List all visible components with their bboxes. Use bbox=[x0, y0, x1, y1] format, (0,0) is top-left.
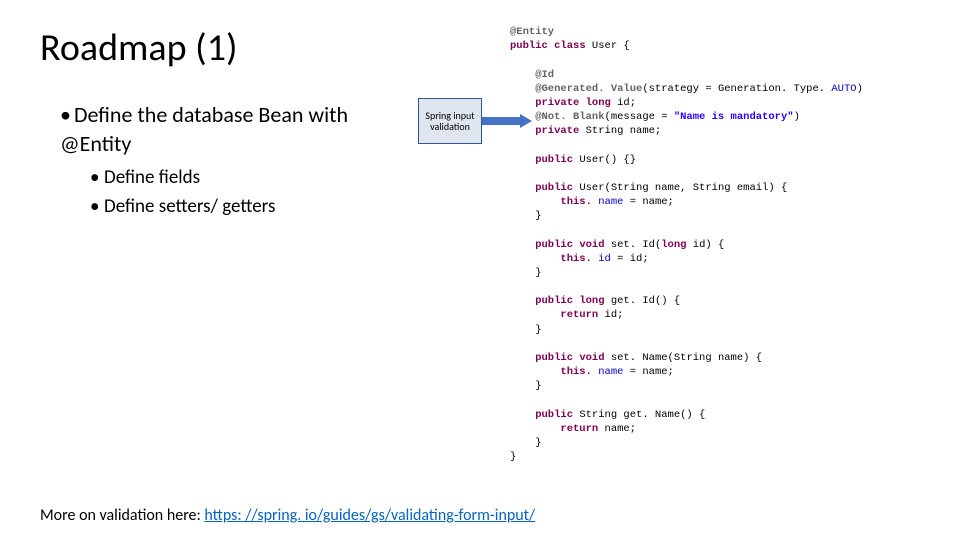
code-field: name bbox=[598, 366, 623, 378]
code-text: set. Id( bbox=[605, 239, 662, 251]
bullet-sub-text: Define fields bbox=[104, 166, 200, 189]
code-text: name; bbox=[598, 423, 636, 435]
code-keyword: public bbox=[510, 295, 573, 307]
code-text: id; bbox=[611, 97, 636, 109]
code-annotation: @Id bbox=[510, 69, 554, 81]
code-text: (message = bbox=[605, 111, 674, 123]
code-text: (strategy = Generation. Type. bbox=[642, 83, 831, 95]
code-annotation: @Not. Blank bbox=[510, 111, 605, 123]
code-text: ) bbox=[857, 83, 863, 95]
code-keyword: public bbox=[510, 239, 573, 251]
code-field: id bbox=[598, 253, 611, 265]
code-keyword: class bbox=[548, 40, 586, 52]
footer-link[interactable]: https: //spring. io/guides/gs/validating… bbox=[204, 506, 535, 525]
code-keyword: long bbox=[579, 97, 611, 109]
code-text: set. Name(String name) { bbox=[605, 352, 763, 364]
code-text: = name; bbox=[623, 196, 673, 208]
code-keyword: private bbox=[510, 125, 579, 137]
code-text: ) bbox=[794, 111, 800, 123]
bullet-marker: • bbox=[90, 166, 104, 191]
callout-box: Spring input validation bbox=[418, 98, 482, 144]
bullet-marker: • bbox=[60, 101, 74, 130]
code-keyword: void bbox=[573, 239, 605, 251]
footer-prefix: More on validation here: bbox=[40, 506, 204, 525]
code-block: @Entity public class User { @Id @Generat… bbox=[510, 25, 863, 464]
code-text: } bbox=[510, 267, 542, 279]
code-keyword: public bbox=[510, 182, 573, 194]
code-text: } bbox=[510, 210, 542, 222]
code-text: get. Id() { bbox=[605, 295, 681, 307]
code-keyword: public bbox=[510, 409, 573, 421]
bullet-sub-text: Define setters/ getters bbox=[104, 195, 275, 218]
code-field: name bbox=[598, 196, 623, 208]
code-text: = name; bbox=[623, 366, 673, 378]
code-keyword: this. bbox=[510, 196, 598, 208]
code-keyword: public bbox=[510, 154, 573, 166]
bullet-main-text: Define the database Bean with @Entity bbox=[60, 101, 348, 157]
code-keyword: public bbox=[510, 40, 548, 52]
code-keyword: this. bbox=[510, 366, 598, 378]
code-text: } bbox=[510, 380, 542, 392]
code-string: "Name is mandatory" bbox=[674, 111, 794, 123]
footer: More on validation here: https: //spring… bbox=[40, 506, 535, 525]
code-text: } bbox=[510, 451, 516, 463]
code-text: id) { bbox=[686, 239, 724, 251]
code-keyword: return bbox=[510, 423, 598, 435]
code-text: User() {} bbox=[573, 154, 636, 166]
code-keyword: this. bbox=[510, 253, 598, 265]
code-keyword: long bbox=[573, 295, 605, 307]
code-text: } bbox=[510, 437, 542, 449]
code-text: = id; bbox=[611, 253, 649, 265]
code-text: id; bbox=[598, 309, 623, 321]
code-const: AUTO bbox=[831, 83, 856, 95]
code-keyword: void bbox=[573, 352, 605, 364]
code-text: String name; bbox=[579, 125, 661, 137]
code-text: } bbox=[510, 324, 542, 336]
code-text: String get. Name() { bbox=[573, 409, 705, 421]
code-keyword: public bbox=[510, 352, 573, 364]
slide: Roadmap (1) •Define the database Bean wi… bbox=[0, 0, 960, 540]
code-keyword: return bbox=[510, 309, 598, 321]
code-annotation: @Entity bbox=[510, 26, 554, 38]
code-keyword: private bbox=[510, 97, 579, 109]
bullet-marker: • bbox=[90, 195, 104, 220]
code-text: User(String name, String email) { bbox=[573, 182, 787, 194]
code-text: User { bbox=[586, 40, 630, 52]
code-keyword: long bbox=[661, 239, 686, 251]
code-annotation: @Generated. Value bbox=[510, 83, 642, 95]
bullet-main: •Define the database Bean with @Entity bbox=[60, 101, 400, 158]
